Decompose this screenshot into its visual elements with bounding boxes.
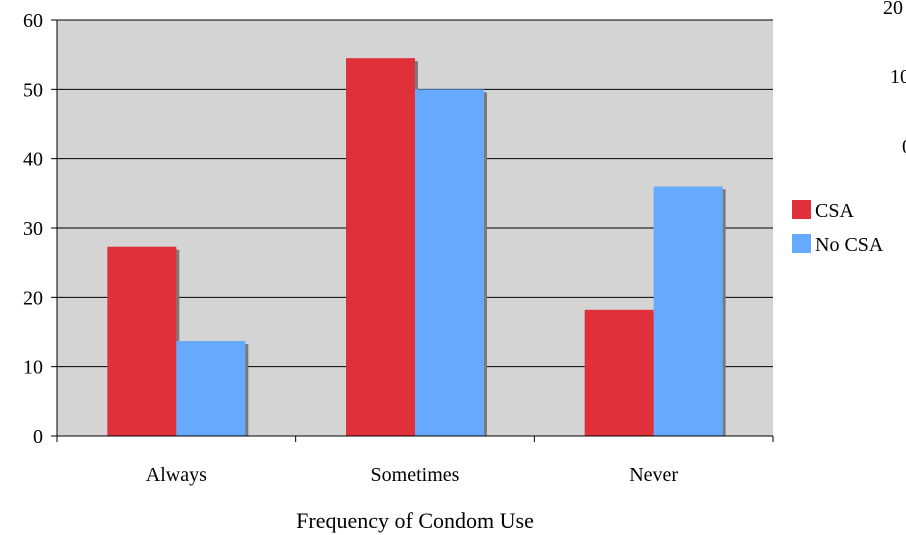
bar-no-csa-always [176,341,246,436]
cropped-edge-text: 20 10 0 [883,0,906,158]
x-category-labels: Always Sometimes Never [146,464,679,486]
axes [51,19,774,442]
cropped-edge-text-item: 20 [883,0,903,19]
legend-swatch [792,200,811,219]
bar-csa-sometimes [346,58,415,437]
cropped-edge-text-item: 10 [890,66,906,88]
x-category-label: Sometimes [371,464,460,486]
bar-no-csa-sometimes [415,89,484,436]
legend-label: CSA [815,200,854,222]
y-tick-label: 10 [23,357,43,379]
x-axis-title: Frequency of Condom Use [296,508,534,533]
y-tick-label: 40 [23,149,43,171]
y-tick-label: 50 [23,79,43,101]
bar-no-csa-never [653,186,723,436]
x-category-label: Never [629,464,678,486]
bar-csa-never [584,309,654,436]
legend-label: No CSA [815,234,884,256]
y-tick-label: 20 [23,287,43,309]
x-category-label: Always [146,464,207,486]
legend: CSA No CSA [792,200,884,256]
y-tick-label: 60 [23,10,43,32]
y-tick-labels: 0 10 20 30 40 50 60 [23,10,43,448]
bar-csa-always [107,246,177,436]
legend-swatch [792,234,811,253]
cropped-edge-text-item: 0 [902,136,906,158]
y-tick-label: 30 [23,218,43,240]
y-tick-label: 0 [33,426,43,448]
bars [107,58,726,437]
